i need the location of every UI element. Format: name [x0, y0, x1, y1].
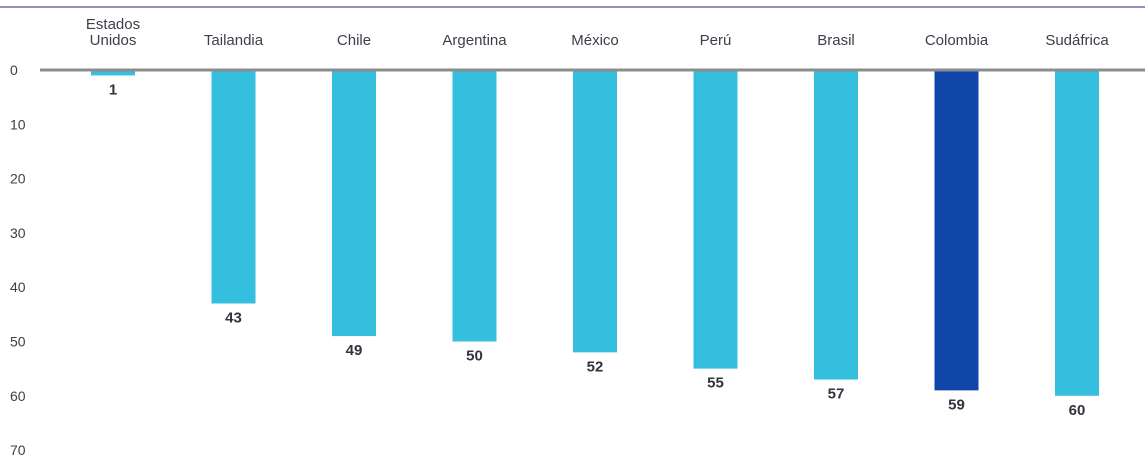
- category-label: Chile: [337, 32, 371, 49]
- y-tick-label: 50: [10, 334, 26, 350]
- category-label: Colombia: [925, 32, 989, 49]
- bar: [814, 70, 858, 380]
- data-label: 49: [346, 342, 363, 359]
- category-label: Estados Unidos: [86, 16, 140, 49]
- bar: [1055, 70, 1099, 396]
- bar: [452, 70, 497, 342]
- data-label: 57: [828, 386, 845, 403]
- category-label: Brasil: [817, 32, 855, 49]
- y-tick-label: 40: [10, 279, 26, 295]
- category-label: Perú: [700, 32, 732, 49]
- data-labels: 1 43 49 50 52 55 57 59 60: [109, 81, 1086, 418]
- bar: [332, 70, 376, 337]
- y-tick-label: 70: [10, 442, 26, 458]
- bars: [91, 70, 1099, 396]
- data-label: 1: [109, 81, 117, 98]
- bar: [91, 70, 135, 76]
- y-tick-label: 60: [10, 388, 26, 404]
- y-tick-label: 10: [10, 116, 26, 132]
- data-label: 55: [707, 375, 724, 392]
- bar: [211, 70, 256, 304]
- y-tick-label: 0: [10, 62, 18, 78]
- category-label: México: [571, 32, 619, 49]
- category-label: Tailandia: [204, 32, 264, 49]
- data-label: 59: [948, 396, 965, 413]
- bar: [573, 70, 617, 353]
- category-labels: Estados Unidos Tailandia Chile Argentina Méxi…: [86, 16, 1109, 49]
- data-label: 60: [1069, 402, 1086, 419]
- category-label: Sudáfrica: [1045, 32, 1109, 49]
- bar: [934, 70, 979, 391]
- y-tick-label: 20: [10, 171, 26, 187]
- category-label: Argentina: [442, 32, 507, 49]
- data-label: 52: [587, 358, 604, 375]
- data-label: 43: [225, 309, 242, 326]
- bar: [693, 70, 738, 369]
- y-tick-label: 30: [10, 225, 26, 241]
- data-label: 50: [466, 348, 483, 365]
- y-axis: 0 10 20 30 40 50 60 70: [10, 62, 26, 458]
